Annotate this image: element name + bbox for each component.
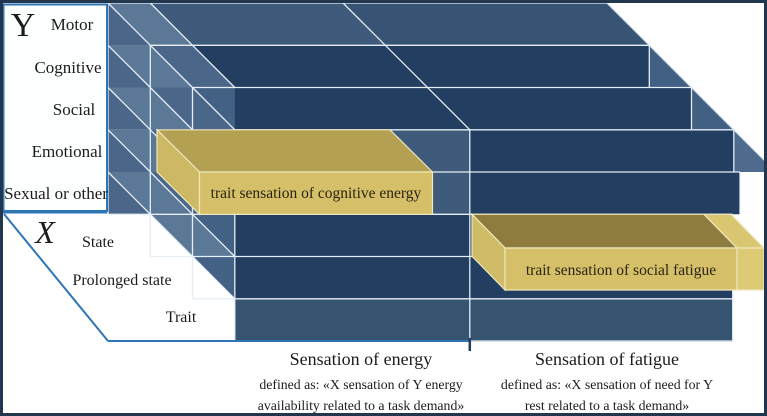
bar-cognitive-energy-label: trait sensation of cognitive energy	[211, 185, 422, 202]
x-axis-labels: X State Prolonged state Trait	[33, 214, 197, 326]
caption-fatigue: Sensation of fatigue defined as: «X sens…	[501, 349, 713, 413]
y-axis-labels: Y Motor Cognitive Social Emotional Sexua…	[4, 7, 108, 203]
x-axis-diagonal	[3, 213, 109, 342]
bar-top-face	[155, 129, 434, 173]
x-label-trait: Trait	[166, 309, 197, 326]
caption-energy: Sensation of energy defined as: «X sensa…	[258, 349, 465, 413]
y-axis-panel	[2, 3, 108, 212]
caption-fatigue-def-line1: defined as: «X sensation of need for Y	[501, 377, 713, 392]
x-axis-symbol: X	[33, 214, 56, 250]
y-label-cognitive: Cognitive	[34, 58, 101, 77]
y-label-motor: Motor	[51, 15, 94, 34]
bar-social-fatigue	[470, 212, 766, 292]
y-label-social: Social	[53, 100, 96, 119]
x-label-prolonged-state: Prolonged state	[72, 272, 171, 289]
bar-cognitive-energy	[155, 128, 434, 216]
y-label-sexual-or-other: Sexual or other	[4, 184, 108, 203]
caption-energy-title: Sensation of energy	[290, 349, 433, 369]
bar-social-fatigue-label: trait sensation of social fatigue	[526, 262, 716, 279]
caption-energy-def-line2: availability related to a task demand»	[258, 398, 465, 413]
x-label-state: State	[82, 234, 114, 251]
caption-fatigue-def-line2: rest related to a task demand»	[525, 398, 689, 413]
caption-energy-def-line1: defined as: «X sensation of Y energy	[259, 377, 462, 392]
y-label-emotional: Emotional	[32, 142, 103, 161]
caption-fatigue-title: Sensation of fatigue	[535, 349, 679, 369]
y-axis-symbol: Y	[11, 7, 36, 44]
bar-top-face	[470, 213, 739, 249]
axis-frames	[2, 3, 733, 351]
bar-front-face	[198, 171, 434, 215]
bar-front-right-face	[736, 247, 765, 291]
